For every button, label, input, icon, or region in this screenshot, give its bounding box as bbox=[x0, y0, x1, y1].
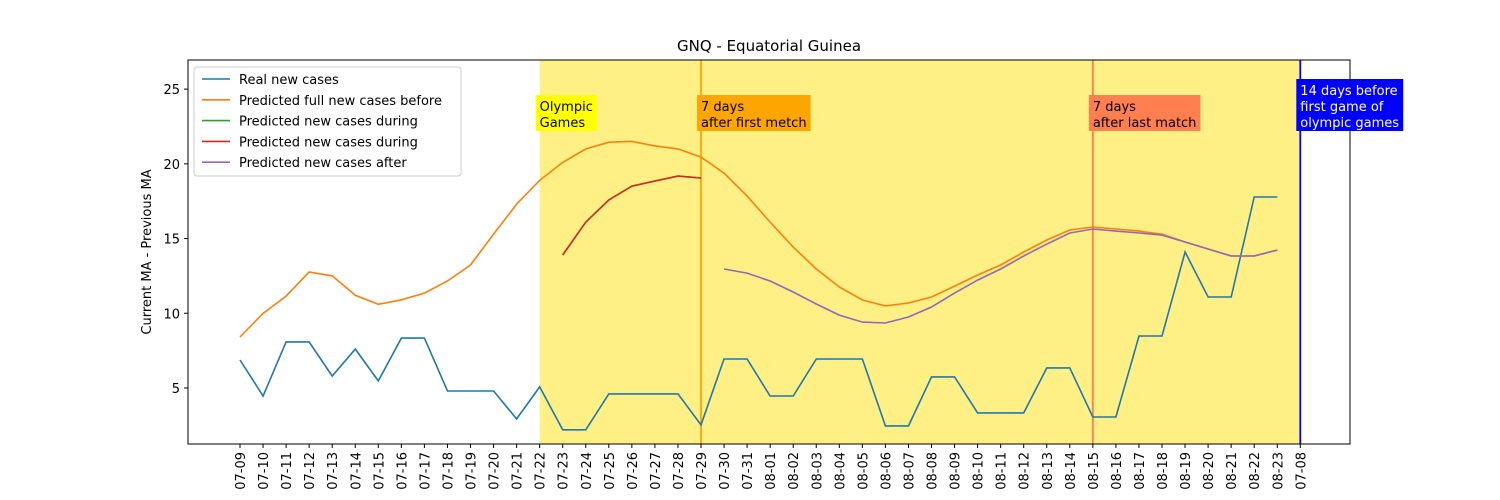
x-tick-label: 08-09 bbox=[949, 452, 964, 490]
annotation-box bbox=[535, 95, 597, 131]
x-tick-label: 08-02 bbox=[787, 452, 802, 490]
annotation-line: first game of bbox=[1300, 100, 1384, 115]
y-axis-label: Current MA - Previous MA bbox=[140, 169, 155, 334]
x-tick-label: 08-01 bbox=[764, 452, 779, 490]
chart-title: GNQ - Equatorial Guinea bbox=[677, 37, 861, 55]
annotation-line: 7 days bbox=[1093, 100, 1136, 115]
x-tick-label: 08-16 bbox=[1110, 452, 1125, 490]
legend-label: Real new cases bbox=[239, 73, 339, 88]
annotation-box bbox=[697, 95, 811, 131]
annotation-text: 14 days before first game of olympic games bbox=[1300, 84, 1399, 131]
annotation-text: 7 days after first metch bbox=[701, 100, 807, 131]
legend-box bbox=[193, 66, 462, 177]
x-tick-label: 08-12 bbox=[1018, 452, 1033, 490]
x-tick-label: 07-15 bbox=[372, 452, 387, 490]
series-line bbox=[723, 228, 1278, 324]
x-tick-label: 07-24 bbox=[580, 452, 595, 490]
x-tick-label: 08-18 bbox=[1156, 452, 1171, 490]
x-tick-label: 07-11 bbox=[280, 452, 295, 490]
annotation-line: Olympic bbox=[540, 100, 593, 115]
x-tick-label: 08-22 bbox=[1248, 452, 1263, 490]
annotation-text: Olympic Games bbox=[540, 100, 593, 131]
x-tick-label: 08-14 bbox=[1064, 452, 1079, 490]
annotation-box bbox=[1088, 95, 1201, 131]
y-tick-label: 10 bbox=[163, 307, 180, 322]
annotation-line: 7 days bbox=[701, 100, 744, 115]
y-tick-label: 20 bbox=[163, 158, 180, 173]
annotation: 14 days before first game of olympic games bbox=[1296, 79, 1404, 131]
legend-label: Predicted full new cases before bbox=[239, 94, 442, 109]
x-tick-label: 07-23 bbox=[557, 452, 572, 490]
annotation: 7 days after first metch bbox=[697, 95, 811, 131]
annotation: 7 days after last match bbox=[1088, 95, 1201, 131]
y-tick-label: 25 bbox=[163, 83, 180, 98]
x-tick-label: 07-14 bbox=[349, 452, 364, 490]
x-tick-label: 07-17 bbox=[418, 452, 433, 490]
series-line bbox=[239, 140, 1278, 338]
x-tick-label: 07-22 bbox=[534, 452, 549, 490]
series-line bbox=[239, 196, 1278, 431]
y-tick-label: 15 bbox=[163, 233, 180, 248]
x-tick-label: 07-31 bbox=[741, 452, 756, 490]
legend-label: Predicted new cases after bbox=[239, 156, 407, 171]
legend-label: Predicted new cases during bbox=[239, 115, 418, 130]
x-tick-label: 08-03 bbox=[810, 452, 825, 490]
x-tick-label: 07-28 bbox=[672, 452, 687, 490]
x-tick-label: 07-25 bbox=[603, 452, 618, 490]
x-tick-label: 08-08 bbox=[926, 452, 941, 490]
annotation: Olympic Games bbox=[535, 95, 597, 131]
annotation-line: after first metch bbox=[701, 116, 807, 131]
x-tick-label: 08-13 bbox=[1041, 452, 1056, 490]
annotation-line: after last match bbox=[1093, 116, 1197, 131]
x-tick-label: 08-06 bbox=[879, 452, 894, 490]
annotation-box bbox=[1296, 79, 1404, 131]
x-tick-label: 08-17 bbox=[1133, 452, 1148, 490]
x-tick-label: 08-23 bbox=[1271, 452, 1286, 490]
x-tick-label: 08-05 bbox=[856, 452, 871, 490]
plot-frame bbox=[187, 59, 1351, 445]
x-tick-label: 07-13 bbox=[326, 452, 341, 490]
x-tick-label: 07-12 bbox=[303, 452, 318, 490]
x-tick-label: 08-07 bbox=[902, 452, 917, 490]
x-tick-label: 07-16 bbox=[395, 452, 410, 490]
x-tick-label: 07-08 bbox=[1294, 452, 1309, 490]
annotation-line: olympic games bbox=[1300, 116, 1399, 131]
series-line bbox=[562, 175, 702, 256]
x-tick-label: 07-21 bbox=[511, 452, 526, 490]
x-tick-label: 08-21 bbox=[1225, 452, 1240, 490]
x-tick-label: 07-20 bbox=[488, 452, 503, 490]
x-tick-label: 07-30 bbox=[718, 452, 733, 490]
y-tick-label: 5 bbox=[172, 382, 180, 397]
annotation-line: Games bbox=[540, 116, 586, 131]
x-tick-label: 08-10 bbox=[972, 452, 987, 490]
x-tick-label: 08-04 bbox=[833, 452, 848, 490]
x-tick-label: 08-15 bbox=[1087, 452, 1102, 490]
x-tick-label: 07-18 bbox=[441, 452, 456, 490]
x-tick-label: 07-09 bbox=[234, 452, 249, 490]
x-tick-label: 07-19 bbox=[465, 452, 480, 490]
x-tick-label: 08-11 bbox=[995, 452, 1010, 490]
x-tick-label: 07-10 bbox=[257, 452, 272, 490]
x-tick-label: 07-27 bbox=[649, 452, 664, 490]
x-tick-label: 07-26 bbox=[626, 452, 641, 490]
x-tick-label: 08-20 bbox=[1202, 452, 1217, 490]
legend-label: Predicted new cases during bbox=[239, 135, 418, 150]
annotation-text: 7 days after last match bbox=[1093, 100, 1197, 131]
x-tick-label: 08-19 bbox=[1179, 452, 1194, 490]
x-tick-label: 07-29 bbox=[695, 452, 710, 490]
annotation-line: 14 days before bbox=[1300, 84, 1397, 99]
